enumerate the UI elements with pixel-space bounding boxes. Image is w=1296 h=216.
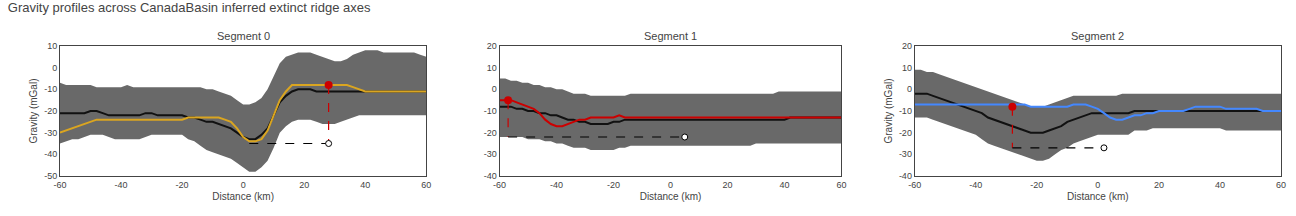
svg-text:Distance (km): Distance (km) bbox=[1067, 191, 1129, 202]
svg-text:10: 10 bbox=[487, 63, 497, 73]
svg-text:20: 20 bbox=[1154, 180, 1164, 190]
svg-text:40: 40 bbox=[779, 180, 789, 190]
svg-text:0: 0 bbox=[492, 84, 497, 94]
svg-text:Segment 1: Segment 1 bbox=[644, 30, 697, 42]
svg-text:Gravity profiles across Canada: Gravity profiles across CanadaBasin infe… bbox=[8, 0, 371, 15]
svg-text:40: 40 bbox=[1215, 180, 1225, 190]
svg-text:-10: -10 bbox=[484, 106, 497, 116]
svg-text:Segment 2: Segment 2 bbox=[1071, 30, 1124, 42]
svg-text:Segment 0: Segment 0 bbox=[217, 30, 270, 42]
svg-text:Distance (km): Distance (km) bbox=[640, 191, 702, 202]
svg-text:-10: -10 bbox=[899, 106, 912, 116]
svg-text:0: 0 bbox=[668, 180, 673, 190]
svg-text:-40: -40 bbox=[484, 171, 497, 181]
svg-text:10: 10 bbox=[47, 41, 57, 51]
svg-text:0: 0 bbox=[241, 180, 246, 190]
svg-text:-40: -40 bbox=[969, 180, 982, 190]
svg-text:-40: -40 bbox=[44, 149, 57, 159]
svg-text:60: 60 bbox=[421, 180, 431, 190]
svg-text:-20: -20 bbox=[44, 106, 57, 116]
svg-text:-60: -60 bbox=[493, 180, 506, 190]
svg-text:-30: -30 bbox=[44, 128, 57, 138]
svg-text:0: 0 bbox=[52, 63, 57, 73]
svg-text:20: 20 bbox=[299, 180, 309, 190]
svg-text:-40: -40 bbox=[115, 180, 128, 190]
svg-text:60: 60 bbox=[836, 180, 846, 190]
svg-text:10: 10 bbox=[902, 63, 912, 73]
svg-text:-20: -20 bbox=[899, 128, 912, 138]
svg-text:-50: -50 bbox=[44, 171, 57, 181]
svg-text:20: 20 bbox=[722, 180, 732, 190]
svg-text:-30: -30 bbox=[899, 149, 912, 159]
svg-text:-40: -40 bbox=[899, 171, 912, 181]
svg-text:-20: -20 bbox=[1030, 180, 1043, 190]
svg-text:-40: -40 bbox=[550, 180, 563, 190]
svg-text:40: 40 bbox=[360, 180, 370, 190]
svg-text:Gravity (mGal): Gravity (mGal) bbox=[883, 79, 894, 144]
svg-text:60: 60 bbox=[1276, 180, 1286, 190]
svg-text:-20: -20 bbox=[176, 180, 189, 190]
svg-text:0: 0 bbox=[907, 84, 912, 94]
svg-text:-10: -10 bbox=[44, 84, 57, 94]
svg-text:-20: -20 bbox=[607, 180, 620, 190]
svg-text:0: 0 bbox=[1095, 180, 1100, 190]
svg-text:20: 20 bbox=[487, 41, 497, 51]
svg-text:-20: -20 bbox=[484, 128, 497, 138]
svg-text:20: 20 bbox=[902, 41, 912, 51]
svg-text:Distance (km): Distance (km) bbox=[212, 191, 274, 202]
svg-text:-30: -30 bbox=[484, 149, 497, 159]
svg-text:-60: -60 bbox=[53, 180, 66, 190]
svg-text:Gravity (mGal): Gravity (mGal) bbox=[28, 79, 39, 144]
svg-text:-60: -60 bbox=[908, 180, 921, 190]
